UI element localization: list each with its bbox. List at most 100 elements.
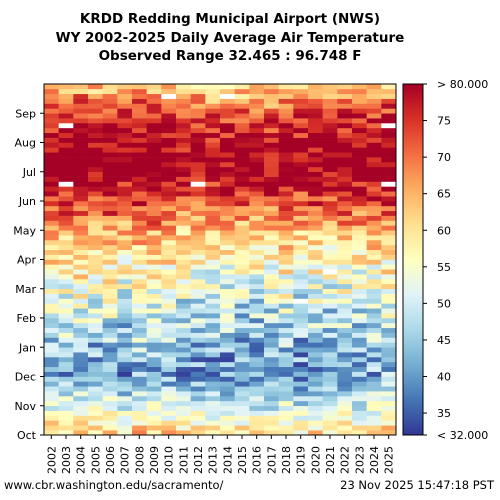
- heatmap-cell: [352, 84, 367, 90]
- heatmap-cell: [117, 123, 133, 129]
- heatmap-cell: [352, 357, 367, 363]
- heatmap-cell: [264, 88, 279, 95]
- heatmap-cell: [220, 93, 235, 99]
- x-tick-label: 2009: [148, 446, 161, 474]
- heatmap-cell: [293, 176, 309, 182]
- heatmap-cell: [337, 93, 353, 99]
- heatmap-cell: [220, 259, 235, 265]
- heatmap-cell: [366, 205, 382, 212]
- heatmap-cell: [366, 225, 382, 231]
- heatmap-cell: [352, 201, 367, 207]
- heatmap-cell: [102, 352, 118, 358]
- x-tick-label: 2017: [265, 446, 278, 474]
- y-tick-label: Jul: [22, 166, 36, 179]
- heatmap-cell: [352, 264, 367, 270]
- heatmap-cell: [278, 171, 294, 177]
- heatmap-cell: [264, 303, 279, 309]
- heatmap-cell: [220, 279, 235, 285]
- heatmap-cell: [73, 147, 89, 153]
- heatmap-cell: [161, 308, 177, 314]
- x-tick-label: 2004: [75, 446, 88, 474]
- heatmap-cell: [234, 244, 250, 251]
- heatmap-cell: [381, 386, 397, 392]
- heatmap-cell: [88, 337, 103, 343]
- heatmap-cell: [264, 162, 279, 168]
- heatmap-cell: [264, 420, 279, 426]
- heatmap-cell: [58, 279, 74, 285]
- heatmap-cell: [73, 181, 89, 187]
- heatmap-cell: [220, 210, 235, 216]
- heatmap-cell: [176, 244, 191, 251]
- heatmap-cell: [264, 98, 279, 104]
- heatmap-cell: [161, 313, 177, 319]
- heatmap-cell: [205, 157, 221, 163]
- heatmap-cell: [161, 425, 177, 431]
- heatmap-cell: [322, 425, 338, 431]
- heatmap-cell: [117, 201, 133, 207]
- heatmap-cell: [293, 98, 309, 104]
- heatmap-cell: [176, 201, 191, 207]
- heatmap-cell: [44, 313, 59, 319]
- heatmap-cell: [278, 342, 294, 348]
- y-tick-label: Apr: [17, 254, 37, 267]
- heatmap-cell: [264, 264, 279, 270]
- heatmap-cell: [161, 274, 177, 280]
- heatmap-cell: [132, 147, 147, 153]
- heatmap-cell: [264, 186, 279, 192]
- heatmap-cell: [322, 230, 338, 236]
- heatmap-cell: [322, 249, 338, 255]
- heatmap-cell: [381, 357, 397, 363]
- heatmap-cell: [308, 166, 323, 173]
- heatmap-cell: [102, 425, 118, 431]
- heatmap-cell: [220, 322, 235, 329]
- heatmap-cell: [58, 244, 74, 251]
- heatmap-cell: [88, 176, 103, 182]
- heatmap-cell: [278, 386, 294, 392]
- heatmap-cell: [73, 327, 89, 333]
- heatmap-cell: [176, 342, 191, 348]
- heatmap-cell: [44, 405, 59, 411]
- heatmap-cell: [337, 400, 353, 407]
- heatmap-cell: [190, 400, 206, 407]
- heatmap-cell: [352, 313, 367, 319]
- x-tick-label: 2005: [89, 446, 102, 474]
- heatmap-cell: [73, 279, 89, 285]
- heatmap-cell: [132, 352, 147, 358]
- heatmap-cell: [278, 210, 294, 216]
- heatmap-cell: [102, 152, 118, 158]
- heatmap-cell: [293, 405, 309, 411]
- heatmap-cell: [234, 293, 250, 299]
- heatmap-cell: [146, 357, 162, 363]
- heatmap-cell: [293, 425, 309, 431]
- heatmap-cell: [58, 269, 74, 275]
- heatmap-cell: [102, 186, 118, 192]
- heatmap-cell: [249, 103, 265, 109]
- heatmap-cell: [293, 264, 309, 270]
- heatmap-cell: [220, 205, 235, 212]
- heatmap-cell: [234, 415, 250, 421]
- heatmap-cell: [58, 137, 74, 143]
- heatmap-cell: [322, 371, 338, 377]
- heatmap-cell: [88, 376, 103, 382]
- heatmap-cell: [161, 430, 177, 436]
- heatmap-cell: [352, 332, 367, 338]
- heatmap-cell: [132, 322, 147, 329]
- heatmap-cell: [190, 235, 206, 241]
- heatmap-cell: [205, 381, 221, 387]
- heatmap-cell: [161, 318, 177, 324]
- heatmap-cell: [146, 196, 162, 202]
- heatmap-cell: [161, 254, 177, 260]
- heatmap-cell: [278, 235, 294, 241]
- heatmap-cell: [58, 108, 74, 114]
- heatmap-cell: [278, 318, 294, 324]
- heatmap-cell: [352, 166, 367, 173]
- heatmap-cell: [322, 347, 338, 353]
- heatmap-cell: [293, 386, 309, 392]
- heatmap-cell: [278, 191, 294, 197]
- heatmap-cell: [352, 396, 367, 402]
- heatmap-cell: [58, 132, 74, 138]
- heatmap-cell: [249, 337, 265, 343]
- heatmap-cell: [44, 264, 59, 270]
- heatmap-cell: [381, 118, 397, 124]
- heatmap-cell: [205, 342, 221, 348]
